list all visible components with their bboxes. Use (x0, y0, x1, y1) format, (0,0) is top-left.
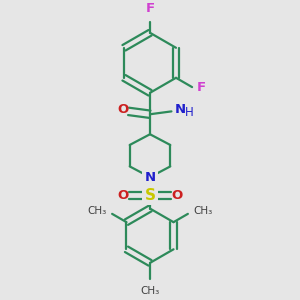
Text: N: N (144, 171, 156, 184)
Text: CH₃: CH₃ (193, 206, 213, 216)
Text: CH₃: CH₃ (87, 206, 107, 216)
Text: O: O (118, 103, 129, 116)
Text: O: O (118, 189, 129, 202)
Text: F: F (146, 2, 154, 15)
Text: N: N (175, 103, 186, 116)
Text: CH₃: CH₃ (140, 286, 160, 296)
Text: F: F (197, 81, 206, 94)
Text: H: H (185, 106, 194, 119)
Text: O: O (171, 189, 182, 202)
Text: S: S (145, 188, 155, 203)
